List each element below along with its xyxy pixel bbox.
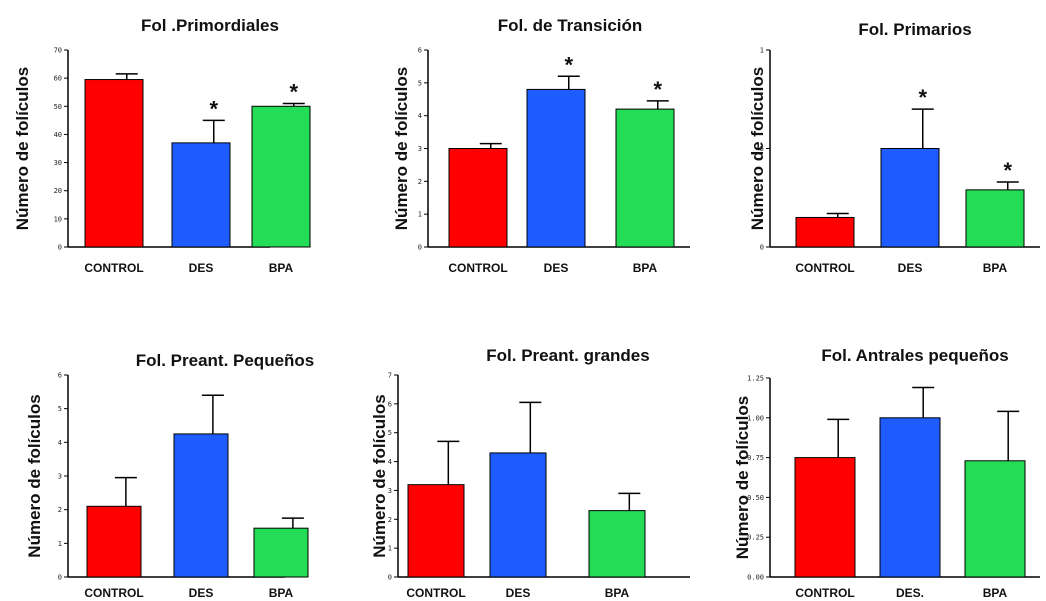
panel-4-y-tick-label: 4 (58, 439, 62, 447)
panel-3-y-axis-label: Número de folículos (748, 67, 767, 230)
panel-2-y-tick-label: 4 (418, 112, 422, 120)
panel-5-y-tick-label: 3 (388, 487, 392, 495)
panel-4-bar-control (86, 505, 142, 578)
panel-5-category-label: DES (506, 586, 531, 600)
panel-6-y-tick-label: 0.00 (747, 574, 764, 582)
panel-1-y-tick-label: 60 (54, 75, 62, 83)
panel-1-y-tick-label: 50 (54, 103, 62, 111)
panel-3-category-label: BPA (983, 261, 1008, 275)
panel-2-y-tick-label: 1 (418, 211, 422, 219)
panel-2-y-tick-label: 5 (418, 79, 422, 87)
panel-5-category-label: CONTROL (406, 586, 465, 600)
panel-6-y-tick-label: 0.50 (747, 494, 764, 502)
panel-1-y-tick-label: 30 (54, 159, 62, 167)
panel-1-bar-des (171, 142, 231, 248)
panel-4-y-tick-label: 3 (58, 473, 62, 481)
panel-6-bar-control (794, 457, 856, 578)
panel-5-y-tick-label: 4 (388, 458, 392, 466)
panel-3-y-tick-label: 1 (760, 47, 764, 55)
panel-5-y-tick-label: 1 (388, 545, 392, 553)
panel-6-y-tick-label: 1.25 (747, 375, 764, 383)
panel-2-bar-control (448, 148, 508, 248)
panel-6-y-axis-label: Número de folículos (733, 396, 752, 559)
panel-2-bar-bpa (615, 108, 675, 248)
panel-2-y-tick-label: 0 (418, 244, 422, 252)
panel-1-significance-mark: * (209, 96, 218, 121)
panel-5-title: Fol. Preant. grandes (486, 346, 649, 365)
panel-5-y-tick-label: 6 (388, 400, 392, 408)
panel-2-title: Fol. de Transición (498, 16, 643, 35)
panel-1-title: Fol .Primordiales (141, 16, 279, 35)
panel-4-title: Fol. Preant. Pequeños (136, 351, 315, 370)
panel-3-category-label: CONTROL (795, 261, 854, 275)
panel-3-significance-mark: * (918, 85, 927, 110)
panel-2-significance-mark: * (653, 77, 662, 102)
panel-4-y-tick-label: 6 (58, 372, 62, 380)
panel-5-y-axis-label: Número de folículos (370, 394, 389, 557)
panel-3-bar-control (795, 216, 855, 248)
panel-5-y-tick-label: 2 (388, 516, 392, 524)
panel-6-title: Fol. Antrales pequeños (821, 346, 1008, 365)
panel-2-y-tick-label: 2 (418, 178, 422, 186)
panel-3-y-tick-label: 5 (760, 145, 764, 153)
panel-2-bar-des (526, 88, 586, 248)
panel-4-category-label: BPA (269, 586, 294, 600)
panel-4-y-tick-label: 0 (58, 574, 62, 582)
panel-6-y-tick-label: 1.00 (747, 414, 764, 422)
panel-6-category-label: DES. (896, 586, 924, 600)
panel-6-bar-bpa (964, 460, 1026, 578)
panel-5-y-tick-label: 7 (388, 372, 392, 380)
panel-2-category-label: CONTROL (448, 261, 507, 275)
panel-5-bar-control (407, 484, 465, 578)
panel-3-bar-bpa (965, 189, 1025, 248)
panel-4-y-tick-label: 1 (58, 540, 62, 548)
panel-2-category-label: BPA (633, 261, 658, 275)
panel-1-y-tick-label: 40 (54, 131, 62, 139)
panel-4-category-label: CONTROL (84, 586, 143, 600)
panel-1-y-tick-label: 70 (54, 47, 62, 55)
panel-6-category-label: CONTROL (795, 586, 854, 600)
panel-4-y-tick-label: 2 (58, 506, 62, 514)
panel-3-significance-mark: * (1003, 158, 1012, 183)
panel-4-y-axis-label: Número de folículos (25, 394, 44, 557)
panel-1-category-label: CONTROL (84, 261, 143, 275)
panel-1-y-axis-label: Número de folículos (13, 67, 32, 230)
panel-3-bar-des (880, 148, 940, 248)
panel-5-y-tick-label: 0 (388, 574, 392, 582)
panel-5-bar-bpa (588, 510, 646, 578)
panel-1-category-label: DES (189, 261, 214, 275)
panel-3-title: Fol. Primarios (858, 20, 971, 39)
panel-2-significance-mark: * (564, 52, 573, 77)
panel-1-bar-control (84, 79, 144, 248)
panel-6-category-label: BPA (983, 586, 1008, 600)
panel-4-y-tick-label: 5 (58, 405, 62, 413)
panel-1-y-tick-label: 20 (54, 187, 62, 195)
panel-1-significance-mark: * (289, 79, 298, 104)
panel-4-bar-des (173, 433, 229, 578)
panel-6-y-tick-label: 0.25 (747, 534, 764, 542)
panel-2-category-label: DES (544, 261, 569, 275)
panel-5-y-tick-label: 5 (388, 429, 392, 437)
panel-4-bar-bpa (253, 527, 309, 578)
panel-5-category-label: BPA (605, 586, 630, 600)
panel-6-y-tick-label: 0.75 (747, 454, 764, 462)
panel-1-category-label: BPA (269, 261, 294, 275)
panel-2-y-tick-label: 6 (418, 47, 422, 55)
panel-2-y-tick-label: 3 (418, 145, 422, 153)
panel-1-y-tick-label: 0 (58, 244, 62, 252)
panel-4-category-label: DES (189, 586, 214, 600)
panel-5-bar-des (489, 452, 547, 578)
panel-1-y-tick-label: 10 (54, 215, 62, 223)
panel-3-category-label: DES (898, 261, 923, 275)
panel-2-y-axis-label: Número de folículos (392, 67, 411, 230)
panel-3-y-tick-label: 0 (760, 244, 764, 252)
panel-1-bar-bpa (251, 105, 311, 248)
panel-6-bar-des (879, 417, 941, 578)
